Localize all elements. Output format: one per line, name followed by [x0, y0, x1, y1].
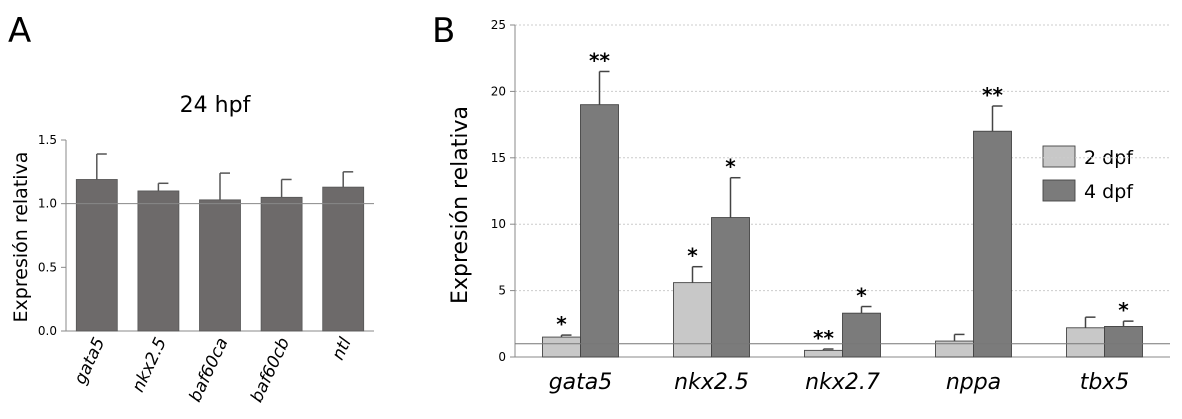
panel-b-significance-marker: ** — [982, 83, 1003, 107]
panel-b-significance-marker: ** — [589, 48, 610, 72]
panel-a-category-label: baf60cb — [247, 335, 294, 406]
panel-b-y-tick-label: 10 — [491, 217, 506, 231]
panel-b-bar-2dpf — [543, 337, 581, 357]
panel-b-significance-marker: * — [856, 284, 867, 308]
panel-b-letter: B — [432, 11, 455, 51]
panel-b-legend-swatch — [1043, 146, 1075, 167]
panel-b-category-label: gata5 — [549, 370, 613, 395]
panel-b-y-tick-label: 15 — [491, 151, 506, 165]
panel-a-y-tick-label: 0.5 — [38, 260, 57, 274]
panel-a-bar — [138, 191, 179, 331]
panel-b-legend-label: 4 dpf — [1084, 181, 1134, 203]
panel-b-bar-2dpf — [674, 283, 712, 357]
panel-b-significance-marker: * — [556, 312, 567, 336]
panel-b-bar-2dpf — [1067, 328, 1105, 357]
panel-a-category-label: gata5 — [70, 335, 109, 388]
panel-a-y-axis-label: Expresión relativa — [10, 152, 32, 323]
panel-b-significance-marker: * — [725, 155, 736, 179]
panel-a-y-tick-label: 0.0 — [38, 324, 57, 338]
panel-b-y-tick-label: 25 — [491, 18, 506, 32]
panel-a-bar — [261, 197, 302, 331]
panel-a: A 24 hpf Expresión relativa 0.0 0.5 1.0 1.5… — [8, 11, 374, 406]
panel-b-category-label: nkx2.5 — [674, 370, 749, 395]
panel-a-category-label: nkx2.5 — [128, 335, 171, 396]
panel-a-bar — [76, 179, 117, 331]
panel-b-category-label: tbx5 — [1080, 370, 1130, 395]
panel-a-bar — [323, 187, 364, 331]
panel-a-y-tick-label: 1.5 — [38, 133, 57, 147]
panel-a-letter: A — [8, 11, 31, 51]
panel-b-y-tick-label: 5 — [498, 284, 506, 298]
panel-a-category-label: baf60ca — [185, 335, 232, 406]
panel-b-bar-4dpf — [581, 105, 619, 357]
panel-a-category-label: ntl — [328, 334, 356, 363]
panel-b-y-tick-label: 0 — [498, 350, 506, 364]
panel-b-significance-marker: * — [1118, 298, 1129, 322]
panel-b-category-label: nppa — [946, 370, 1001, 395]
panel-b-significance-marker: * — [687, 244, 698, 268]
panel-b-bar-4dpf — [843, 313, 881, 357]
panel-b-category-label: nkx2.7 — [805, 370, 880, 395]
panel-a-title: 24 hpf — [180, 93, 252, 118]
panel-b-legend-swatch — [1043, 180, 1075, 201]
panel-b-significance-marker: ** — [813, 326, 834, 350]
panel-b-bar-4dpf — [712, 218, 750, 357]
panel-b-bar-2dpf — [805, 350, 843, 357]
panel-b-y-tick-label: 20 — [491, 84, 506, 98]
panel-a-y-tick-label: 1.0 — [38, 197, 57, 211]
panel-b-bar-4dpf — [974, 131, 1012, 357]
panel-a-bar — [200, 200, 241, 331]
panel-b-y-axis-label: Expresión relativa — [448, 106, 473, 304]
panel-b-bar-4dpf — [1105, 326, 1143, 357]
